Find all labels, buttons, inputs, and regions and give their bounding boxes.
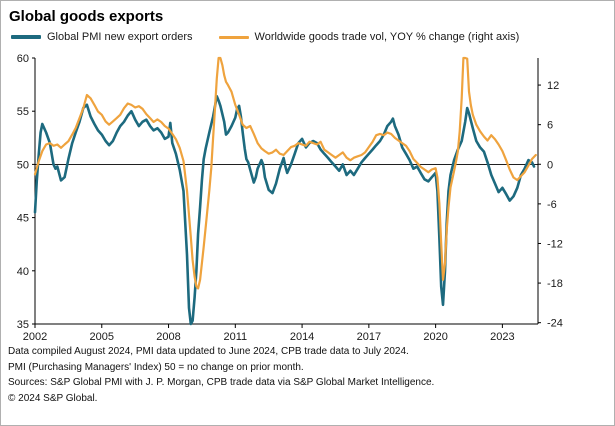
right-axis-tick-label: 0 — [547, 159, 553, 171]
left-axis-tick-label: 50 — [17, 159, 29, 171]
x-axis-tick-label: 2023 — [490, 331, 514, 342]
page-title: Global goods exports — [9, 8, 164, 25]
series-worldwide-goods-trade-vol — [33, 56, 537, 290]
left-axis-tick-label: 55 — [17, 106, 29, 118]
x-axis-tick-label: 2020 — [423, 331, 447, 342]
right-axis-tick-label: -12 — [547, 238, 563, 250]
right-axis-tick-label: -18 — [547, 278, 563, 290]
footnote-data-compiled: Data compiled August 2024, PMI data upda… — [8, 346, 409, 357]
x-axis-tick-label: 2005 — [90, 331, 114, 342]
x-axis-tick-label: 2017 — [357, 331, 381, 342]
pmi-line-swatch — [11, 35, 41, 39]
legend-label-trade-vol: Worldwide goods trade vol, YOY % change … — [254, 31, 520, 43]
footnote-pmi-definition: PMI (Purchasing Managers' Index) 50 = no… — [8, 361, 304, 373]
legend-label-pmi: Global PMI new export orders — [47, 31, 193, 43]
left-axis-tick-label: 35 — [17, 319, 29, 331]
right-axis-tick-label: -24 — [547, 318, 563, 330]
left-axis-tick-label: 45 — [17, 213, 29, 225]
right-axis-tick-label: 6 — [547, 120, 553, 132]
x-axis-tick-label: 2008 — [156, 331, 180, 342]
legend-item-pmi: Global PMI new export orders — [11, 31, 193, 43]
footnote-copyright: © 2024 S&P Global. — [8, 392, 98, 404]
x-axis-tick-label: 2014 — [290, 331, 314, 342]
x-axis-tick-label: 2011 — [223, 331, 247, 342]
left-axis-tick-label: 40 — [17, 266, 29, 278]
legend-item-trade-vol: Worldwide goods trade vol, YOY % change … — [218, 31, 520, 43]
footnotes: Data compiled August 2024, PMI data upda… — [8, 344, 606, 406]
right-axis-tick-label: 12 — [547, 80, 559, 92]
x-axis-tick-label: 2002 — [23, 331, 47, 342]
trade-vol-line-swatch — [218, 35, 249, 39]
footnote-sources: Sources: S&P Global PMI with J. P. Morga… — [8, 377, 435, 388]
left-axis-tick-label: 60 — [17, 53, 29, 65]
line-chart: 35 40 45 50 55 60 -24 -18 -12 -6 0 6 12 2002 2005 2008 2… — [17, 53, 563, 342]
legend: Global PMI new export orders Worldwide g… — [11, 28, 606, 46]
right-axis-tick-label: -6 — [547, 199, 557, 211]
